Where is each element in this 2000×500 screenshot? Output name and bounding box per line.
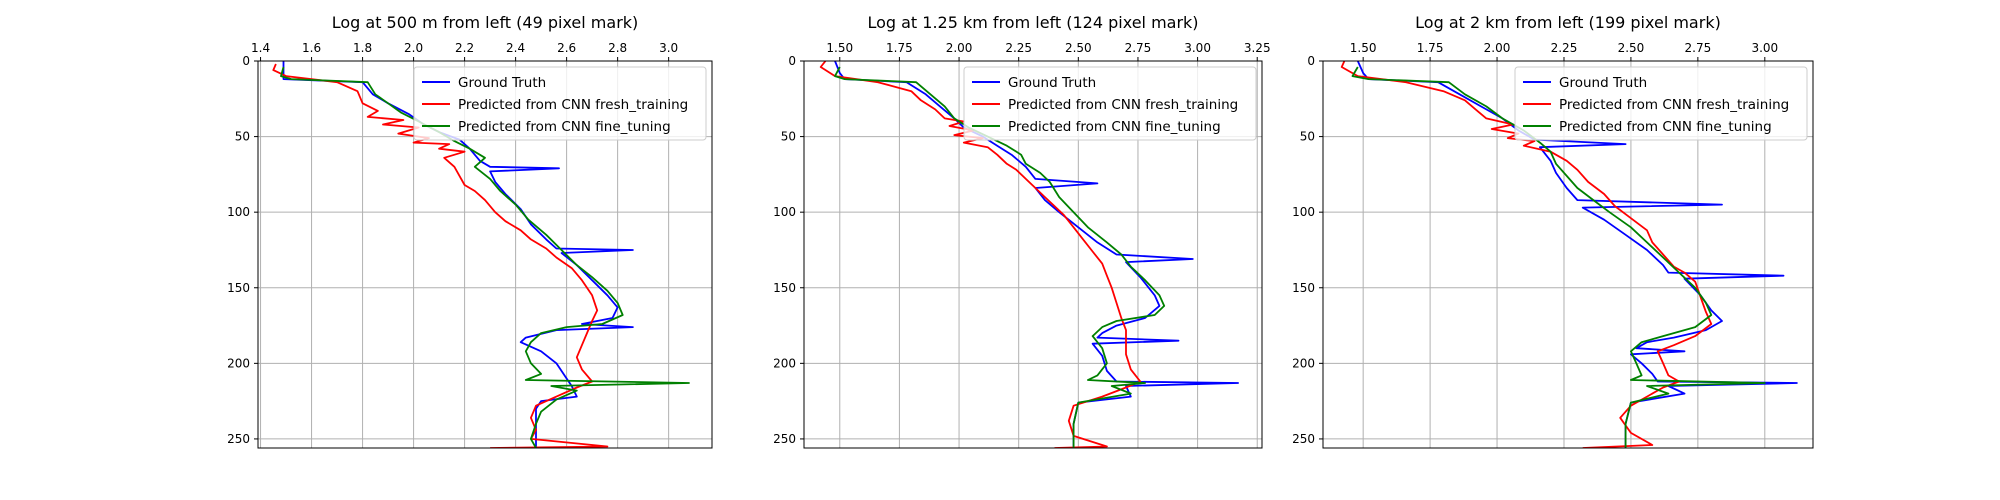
y-tick-label: 50 <box>1300 130 1315 144</box>
legend-box <box>413 66 707 141</box>
plot-frame <box>1322 60 1814 449</box>
chart-title: Log at 1.25 km from left (124 pixel mark… <box>867 13 1198 32</box>
x-tick-label: 2.4 <box>506 41 525 55</box>
series-line-3 <box>834 66 1166 448</box>
series-line-3 <box>280 66 690 448</box>
chart-title: Log at 500 m from left (49 pixel mark) <box>332 13 639 32</box>
y-tick-label: 250 <box>773 432 796 446</box>
x-tick-label: 1.50 <box>826 41 853 55</box>
y-tick-label: 200 <box>1292 356 1315 370</box>
legend-entry: Predicted from CNN fresh_training <box>458 97 688 113</box>
legend: Ground Truth Predicted from CNN fresh_tra… <box>413 66 707 141</box>
y-tick-label: 0 <box>788 54 796 68</box>
x-tick-label: 2.0 <box>404 41 423 55</box>
legend: Ground Truth Predicted from CNN fresh_tra… <box>1514 66 1808 141</box>
x-tick-label: 2.2 <box>455 41 474 55</box>
chart-title: Log at 2 km from left (199 pixel mark) <box>1415 13 1721 32</box>
legend-box <box>1514 66 1808 141</box>
y-tick-label: 200 <box>227 356 250 370</box>
legend-entry: Ground Truth <box>458 75 546 91</box>
x-tick-label: 3.00 <box>1751 41 1778 55</box>
x-tick-label: 1.6 <box>302 41 321 55</box>
y-tick-label: 150 <box>227 281 250 295</box>
legend-entry: Ground Truth <box>1008 75 1096 91</box>
x-tick-label: 2.50 <box>1618 41 1645 55</box>
y-tick-label: 100 <box>773 205 796 219</box>
x-tick-label: 3.00 <box>1184 41 1211 55</box>
y-tick-label: 0 <box>242 54 250 68</box>
legend: Ground Truth Predicted from CNN fresh_tra… <box>963 66 1257 141</box>
panel-2: 1.50 1.75 2.00 2.25 2.50 2.75 3.00 3.25 0 50 100 15… <box>773 13 1271 449</box>
y-tick-label: 150 <box>1292 281 1315 295</box>
x-tick-label: 1.75 <box>886 41 913 55</box>
x-tick-label: 1.50 <box>1350 41 1377 55</box>
y-tick-label: 50 <box>781 130 796 144</box>
x-tick-label: 2.25 <box>1551 41 1578 55</box>
x-tick-label: 2.00 <box>946 41 973 55</box>
y-tick-label: 250 <box>1292 432 1315 446</box>
panel-1: 1.4 1.6 1.8 2.0 2.2 2.4 2.6 2.8 3.0 0 50 100 150 200 2… <box>227 13 713 449</box>
series-line-2 <box>819 61 1142 448</box>
legend-entry: Ground Truth <box>1559 75 1647 91</box>
x-tick-label: 2.25 <box>1005 41 1032 55</box>
legend-entry: Predicted from CNN fresh_training <box>1559 97 1789 113</box>
legend-entry: Predicted from CNN fine_tuning <box>1008 119 1221 135</box>
x-tick-label: 1.75 <box>1417 41 1444 55</box>
x-tick-label: 1.4 <box>251 41 270 55</box>
panel-3: 1.50 1.75 2.00 2.25 2.50 2.75 3.00 0 50 100 150 200… <box>1292 13 1814 449</box>
x-tick-label: 2.75 <box>1125 41 1152 55</box>
y-tick-label: 100 <box>1292 205 1315 219</box>
plot-frame <box>257 60 713 449</box>
legend-entry: Predicted from CNN fine_tuning <box>458 119 671 135</box>
x-tick-label: 2.00 <box>1484 41 1511 55</box>
y-tick-label: 50 <box>235 130 250 144</box>
x-tick-label: 2.8 <box>608 41 627 55</box>
y-tick-label: 0 <box>1307 54 1315 68</box>
x-tick-label: 2.50 <box>1065 41 1092 55</box>
legend-box <box>963 66 1257 141</box>
y-tick-label: 150 <box>773 281 796 295</box>
x-tick-label: 2.6 <box>557 41 576 55</box>
series-line-2 <box>272 63 609 448</box>
y-tick-label: 100 <box>227 205 250 219</box>
x-tick-label: 3.0 <box>659 41 678 55</box>
y-tick-label: 250 <box>227 432 250 446</box>
x-tick-label: 1.8 <box>353 41 372 55</box>
legend-entry: Predicted from CNN fresh_training <box>1008 97 1238 113</box>
series-line-3 <box>1351 66 1766 448</box>
x-tick-label: 3.25 <box>1244 41 1271 55</box>
plot-frame <box>803 60 1263 449</box>
legend-entry: Predicted from CNN fine_tuning <box>1559 119 1772 135</box>
x-tick-label: 2.75 <box>1685 41 1712 55</box>
y-tick-label: 200 <box>773 356 796 370</box>
